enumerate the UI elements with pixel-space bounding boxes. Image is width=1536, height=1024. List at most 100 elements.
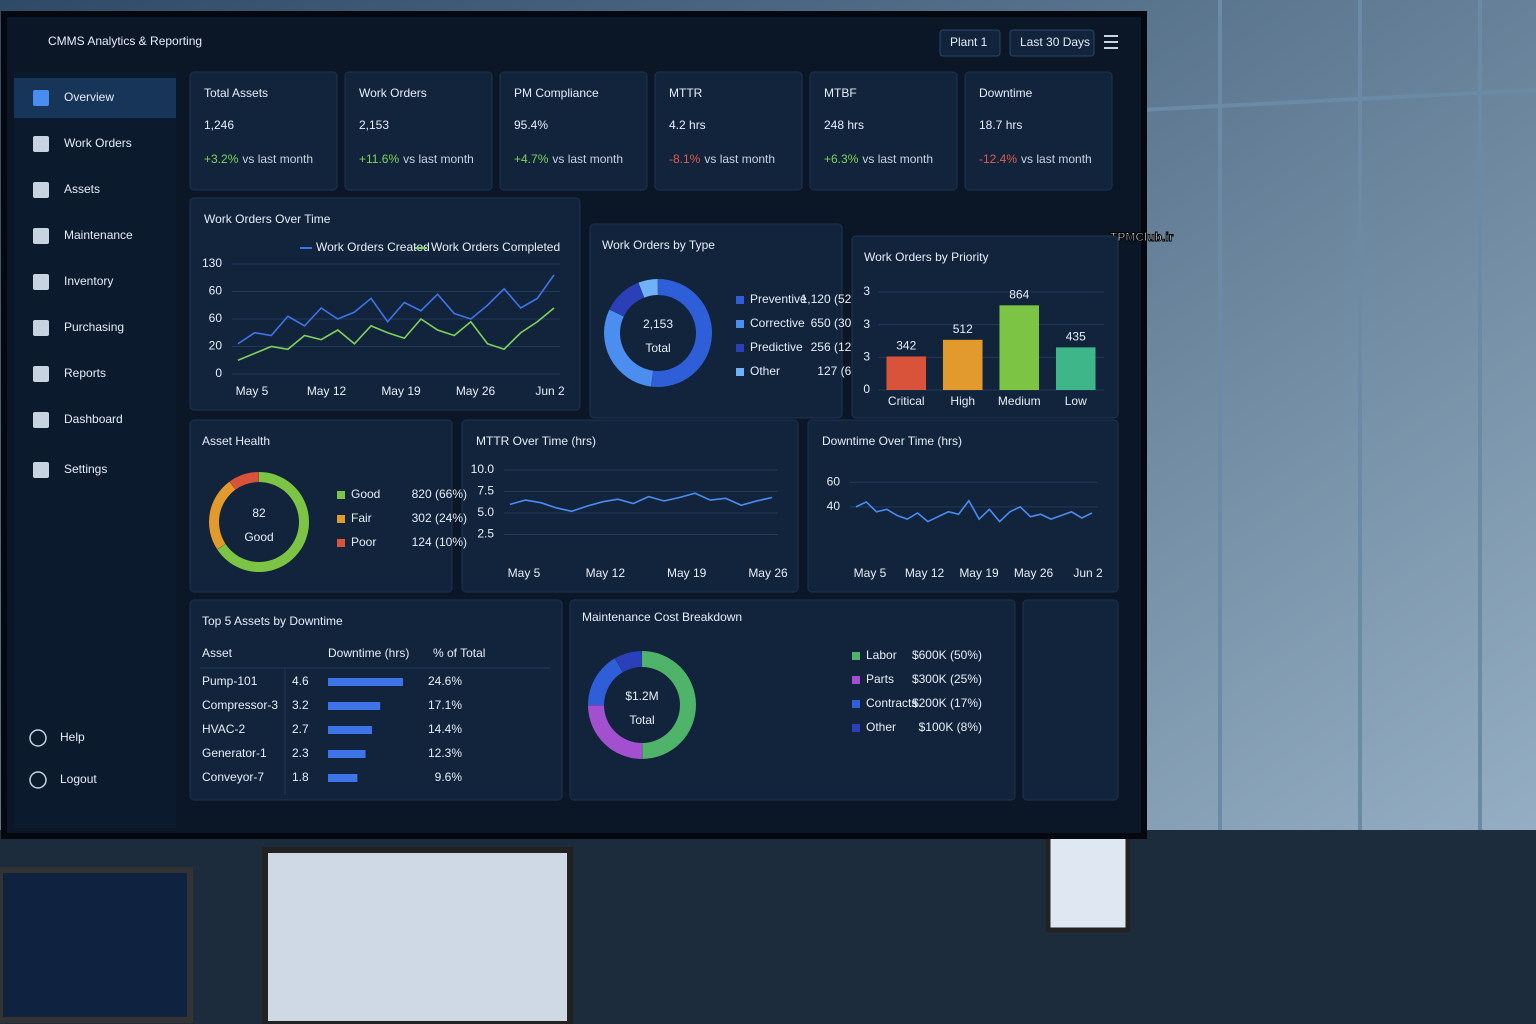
legend-label: Poor <box>351 535 376 549</box>
downtime-bar <box>328 750 366 758</box>
panel <box>189 599 563 801</box>
nav-item[interactable]: Dashboard <box>64 412 123 426</box>
kpi-value: 2,153 <box>359 118 389 132</box>
kpi-note: vs last month <box>862 152 933 166</box>
kpi-label: MTBF <box>824 86 857 100</box>
panel <box>809 71 958 191</box>
chart-title: Maintenance Cost Breakdown <box>582 610 742 624</box>
x-tick-label: Jun 2 <box>535 384 565 398</box>
kpi-change: -8.1% <box>669 152 701 166</box>
nav-item[interactable]: Maintenance <box>64 228 133 242</box>
nav-icon <box>33 412 49 428</box>
kpi-change-line: +4.7% vs last month <box>514 152 623 166</box>
kpi-change: +3.2% <box>204 152 239 166</box>
legend-label: Good <box>351 487 380 501</box>
panel <box>569 599 1016 801</box>
panel <box>1022 599 1119 801</box>
panel <box>654 71 803 191</box>
nav-icon <box>33 462 49 478</box>
kpi-note: vs last month <box>242 152 313 166</box>
kpi-change-line: +6.3% vs last month <box>824 152 933 166</box>
x-tick-label: May 12 <box>586 566 626 580</box>
legend-swatch <box>852 676 860 684</box>
nav-item[interactable]: Inventory <box>64 274 113 288</box>
x-tick-label: May 12 <box>905 566 945 580</box>
table-cell: 24.6% <box>428 674 462 688</box>
x-tick-label: May 5 <box>236 384 269 398</box>
chart-title: Downtime Over Time (hrs) <box>822 434 962 448</box>
x-tick-label: May 12 <box>307 384 347 398</box>
table-title: Top 5 Assets by Downtime <box>202 614 343 628</box>
table-cell: Generator-1 <box>202 746 267 760</box>
line-series <box>237 307 555 361</box>
kpi-value: 1,246 <box>204 118 234 132</box>
kpi-note: vs last month <box>1021 152 1092 166</box>
bar <box>1055 347 1096 390</box>
nav-item[interactable]: Reports <box>64 366 106 380</box>
menu-button[interactable] <box>1104 35 1118 37</box>
line-series <box>237 274 555 345</box>
downtime-bar <box>328 726 373 734</box>
kpi-note: vs last month <box>403 152 474 166</box>
nav-item[interactable]: Settings <box>64 462 107 476</box>
chart-title: Work Orders by Type <box>602 238 715 252</box>
y-tick-label: 60 <box>827 474 841 488</box>
donut-segment <box>588 705 642 759</box>
table-header: Asset <box>202 646 233 660</box>
nav-item[interactable]: Help <box>60 730 85 744</box>
donut-segment <box>229 472 259 490</box>
nav-item[interactable]: Overview <box>64 90 114 104</box>
nav-icon <box>33 136 49 152</box>
y-tick-label: 3 <box>863 317 870 331</box>
downtime-bar <box>328 678 403 686</box>
x-tick-label: Jun 2 <box>1073 566 1103 580</box>
legend-value: 302 (24%) <box>412 511 467 525</box>
filter-button[interactable] <box>1009 29 1095 57</box>
bar <box>942 339 983 390</box>
legend-label: Other <box>750 364 780 378</box>
table-cell: 2.7 <box>292 722 309 736</box>
monitor <box>262 847 573 1024</box>
legend-value: $200K (17%) <box>912 696 982 710</box>
table-cell: 9.6% <box>435 770 463 784</box>
nav-item[interactable]: Work Orders <box>64 136 132 150</box>
x-tick-label: May 19 <box>381 384 421 398</box>
chart-title: Work Orders by Priority <box>864 250 988 264</box>
table-cell: Compressor-3 <box>202 698 278 712</box>
panel <box>189 71 338 191</box>
y-tick-label: 40 <box>827 499 841 513</box>
legend-value: 1,120 (52%) <box>801 292 866 306</box>
legend-label: Labor <box>866 648 897 662</box>
donut-segment <box>588 658 623 705</box>
kpi-change-line: +3.2% vs last month <box>204 152 313 166</box>
donut-center-label: Good <box>244 530 273 544</box>
nav-item[interactable]: Logout <box>60 772 97 786</box>
legend-swatch <box>736 320 744 328</box>
nav-item[interactable]: Purchasing <box>64 320 124 334</box>
y-tick-label: 7.5 <box>477 484 494 498</box>
kpi-value: 4.2 hrs <box>669 118 706 132</box>
nav-item[interactable]: Assets <box>64 182 100 196</box>
nav-icon <box>33 274 49 290</box>
legend-label: Preventive <box>750 292 807 306</box>
donut-segment <box>638 279 658 298</box>
donut-segment <box>609 282 645 317</box>
x-tick-label: May 26 <box>748 566 788 580</box>
monitor <box>0 867 193 1023</box>
filter-label: Last 30 Days <box>1020 35 1090 49</box>
table-cell: HVAC-2 <box>202 722 245 736</box>
filter-button[interactable] <box>939 29 1001 57</box>
legend-label: Predictive <box>750 340 803 354</box>
kpi-change-line: +11.6% vs last month <box>359 152 474 166</box>
donut-center-value: $1.2M <box>625 689 658 703</box>
legend-value: $300K (25%) <box>912 672 982 686</box>
legend-swatch <box>852 652 860 660</box>
kpi-value: 95.4% <box>514 118 548 132</box>
donut-center-value: 82 <box>252 506 266 520</box>
table-cell: Pump-101 <box>202 674 258 688</box>
nav-icon <box>33 366 49 382</box>
nav-icon <box>29 771 47 789</box>
kpi-change-line: -12.4% vs last month <box>979 152 1092 166</box>
table-cell: 1.8 <box>292 770 309 784</box>
